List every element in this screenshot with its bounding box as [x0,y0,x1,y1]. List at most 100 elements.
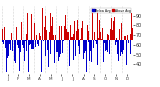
Bar [103,40,104,62]
Bar [61,26,62,40]
Bar [88,40,89,42]
Bar [69,40,70,66]
Bar [2,29,3,40]
Bar [83,40,84,59]
Bar [132,28,133,40]
Bar [93,18,94,40]
Bar [17,40,18,66]
Bar [79,40,80,54]
Bar [38,40,39,46]
Bar [77,20,78,40]
Bar [8,40,9,56]
Bar [100,32,101,40]
Bar [24,40,25,61]
Bar [34,23,35,40]
Bar [41,40,42,72]
Bar [106,40,107,50]
Bar [63,40,64,54]
Bar [113,21,114,40]
Bar [105,40,106,51]
Bar [14,40,15,61]
Bar [94,32,95,40]
Bar [84,40,85,53]
Bar [116,38,117,40]
Bar [67,32,68,40]
Bar [76,31,77,40]
Bar [118,40,119,61]
Bar [26,40,27,51]
Bar [97,12,98,40]
Legend: Below Avg, Above Avg: Below Avg, Above Avg [91,8,131,13]
Bar [42,8,43,40]
Bar [10,40,11,50]
Bar [21,24,22,40]
Bar [3,40,4,44]
Bar [112,30,113,40]
Bar [65,15,66,40]
Bar [45,16,46,40]
Bar [35,40,36,46]
Bar [127,35,128,40]
Bar [111,18,112,40]
Bar [92,22,93,40]
Bar [111,38,112,40]
Bar [119,29,120,40]
Bar [36,35,37,40]
Bar [44,27,45,40]
Bar [53,35,54,40]
Bar [48,40,49,67]
Bar [57,40,58,52]
Bar [11,40,12,60]
Bar [84,36,85,40]
Bar [60,23,61,40]
Bar [85,40,86,51]
Bar [17,40,18,45]
Bar [97,40,98,65]
Bar [109,40,110,54]
Bar [108,35,109,40]
Bar [43,40,44,41]
Bar [96,40,97,44]
Bar [130,34,131,40]
Bar [114,17,115,40]
Bar [28,40,29,72]
Bar [49,32,50,40]
Bar [110,29,111,40]
Bar [26,34,27,40]
Bar [21,22,22,40]
Bar [29,40,30,45]
Bar [115,40,116,45]
Bar [98,38,99,40]
Bar [104,40,105,43]
Bar [99,20,100,40]
Bar [74,21,75,40]
Bar [117,40,118,54]
Bar [87,25,88,40]
Bar [101,39,102,40]
Bar [72,37,73,40]
Bar [9,40,10,44]
Bar [59,40,60,57]
Bar [90,40,91,51]
Bar [62,40,63,53]
Bar [37,40,38,44]
Bar [115,28,116,40]
Bar [131,13,132,40]
Bar [124,36,125,40]
Bar [40,35,41,40]
Bar [54,40,55,63]
Bar [73,34,74,40]
Bar [47,40,48,50]
Bar [33,40,34,49]
Bar [70,25,71,40]
Bar [75,40,76,56]
Bar [120,40,121,56]
Bar [30,40,31,44]
Bar [78,29,79,40]
Bar [66,29,67,40]
Bar [91,40,92,62]
Bar [31,14,32,40]
Bar [126,40,127,65]
Bar [82,21,83,40]
Bar [36,35,37,40]
